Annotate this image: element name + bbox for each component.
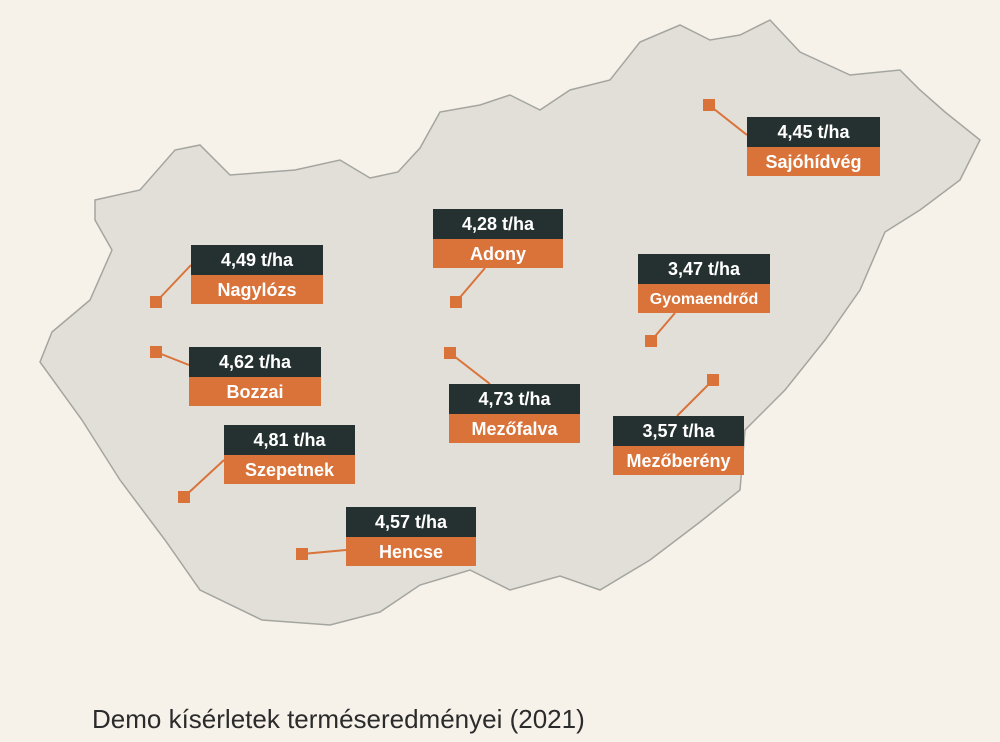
yield-label: 3,47 t/ha xyxy=(668,259,741,279)
connector xyxy=(183,459,225,498)
connector xyxy=(155,264,192,303)
marker xyxy=(645,335,657,347)
name-box xyxy=(346,537,476,566)
connector xyxy=(708,104,748,136)
marker xyxy=(450,296,462,308)
location-name: Mezőberény xyxy=(626,451,730,471)
location-name: Bozzai xyxy=(226,382,283,402)
yield-label: 4,81 t/ha xyxy=(253,430,326,450)
yield-label: 3,57 t/ha xyxy=(642,421,715,441)
name-box xyxy=(433,239,563,268)
marker xyxy=(296,548,308,560)
location-name: Adony xyxy=(470,244,526,264)
yield-label: 4,62 t/ha xyxy=(219,352,292,372)
yield-label: 4,45 t/ha xyxy=(777,122,850,142)
yield-box xyxy=(449,384,580,414)
yield-label: 4,73 t/ha xyxy=(478,389,551,409)
yield-box xyxy=(224,425,355,455)
marker xyxy=(444,347,456,359)
marker xyxy=(178,491,190,503)
name-box xyxy=(191,275,323,304)
yield-box xyxy=(346,507,476,537)
connector xyxy=(301,549,347,555)
marker xyxy=(150,346,162,358)
location-name: Szepetnek xyxy=(245,460,335,480)
caption: Demo kísérletek terméseredményei (2021) xyxy=(92,704,585,734)
yield-box xyxy=(433,209,563,239)
yield-box xyxy=(747,117,880,147)
yield-box xyxy=(613,416,744,446)
yield-box xyxy=(191,245,323,275)
yield-box xyxy=(638,254,770,284)
location-name: Hencse xyxy=(379,542,443,562)
yield-label: 4,49 t/ha xyxy=(221,250,294,270)
name-box xyxy=(638,284,770,313)
marker xyxy=(707,374,719,386)
location-name: Gyomaendrőd xyxy=(650,291,758,308)
marker xyxy=(150,296,162,308)
name-box xyxy=(449,414,580,443)
location-name: Nagylózs xyxy=(217,280,296,300)
marker xyxy=(703,99,715,111)
yield-box xyxy=(189,347,321,377)
name-box xyxy=(747,147,880,176)
name-box xyxy=(189,377,321,406)
location-name: Mezőfalva xyxy=(471,419,558,439)
name-box xyxy=(224,455,355,484)
yield-label: 4,57 t/ha xyxy=(375,512,448,532)
location-name: Sajóhídvég xyxy=(765,152,861,172)
yield-label: 4,28 t/ha xyxy=(462,214,535,234)
name-box xyxy=(613,446,744,475)
connector xyxy=(449,352,491,385)
